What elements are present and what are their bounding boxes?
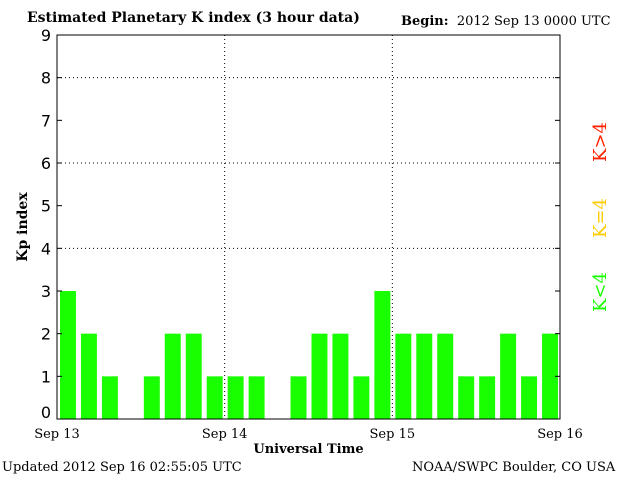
chart-title: Estimated Planetary K index (3 hour data…: [27, 10, 360, 26]
bar: [479, 376, 496, 419]
bar: [374, 291, 391, 419]
x-tick-label: Sep 16: [537, 427, 583, 442]
legend-k-equal-4: K=4: [590, 198, 611, 238]
y-axis-label: Kp index: [15, 192, 31, 262]
bar: [143, 376, 160, 419]
updated-timestamp: Updated 2012 Sep 16 02:55:05 UTC: [2, 460, 242, 475]
y-tick-label: 5: [41, 197, 51, 216]
credit: NOAA/SWPC Boulder, CO USA: [412, 460, 616, 475]
x-axis-label: Universal Time: [253, 442, 363, 457]
plot-frame: [56, 34, 561, 420]
bar: [80, 333, 97, 419]
bar: [458, 376, 475, 419]
y-tick-label: 8: [41, 69, 51, 88]
x-tick-label: Sep 13: [34, 427, 80, 442]
y-tick-label: 0: [41, 403, 51, 422]
y-tick-label: 1: [41, 367, 51, 386]
begin-label: Begin:: [401, 14, 449, 29]
bar: [416, 333, 433, 419]
bar: [248, 376, 265, 419]
bar: [101, 376, 118, 419]
bar: [332, 333, 349, 419]
bar: [353, 376, 370, 419]
bar: [542, 333, 558, 419]
bar: [311, 333, 328, 419]
y-tick-label: 3: [41, 282, 51, 301]
legend-k-less-4: K<4: [590, 272, 611, 312]
bar: [227, 376, 244, 419]
bar: [290, 376, 307, 419]
bar: [521, 376, 538, 419]
x-tick-label: Sep 14: [202, 427, 248, 442]
y-tick-label: 9: [41, 26, 51, 45]
x-tick-label: Sep 15: [370, 427, 416, 442]
y-tick-label: 7: [41, 111, 51, 130]
begin-value: 2012 Sep 13 0000 UTC: [456, 14, 611, 29]
legend-k-greater-4: K>4: [590, 122, 611, 162]
bar: [395, 333, 412, 419]
y-tick-label: 4: [41, 239, 51, 258]
bar: [60, 291, 76, 419]
bar: [437, 333, 454, 419]
y-tick-label: 2: [41, 325, 51, 344]
begin-time: Begin: 2012 Sep 13 0000 UTC: [401, 14, 611, 29]
bar: [206, 376, 223, 419]
bar: [164, 333, 181, 419]
bar: [185, 333, 202, 419]
bar: [500, 333, 517, 419]
y-tick-label: 6: [41, 154, 51, 173]
